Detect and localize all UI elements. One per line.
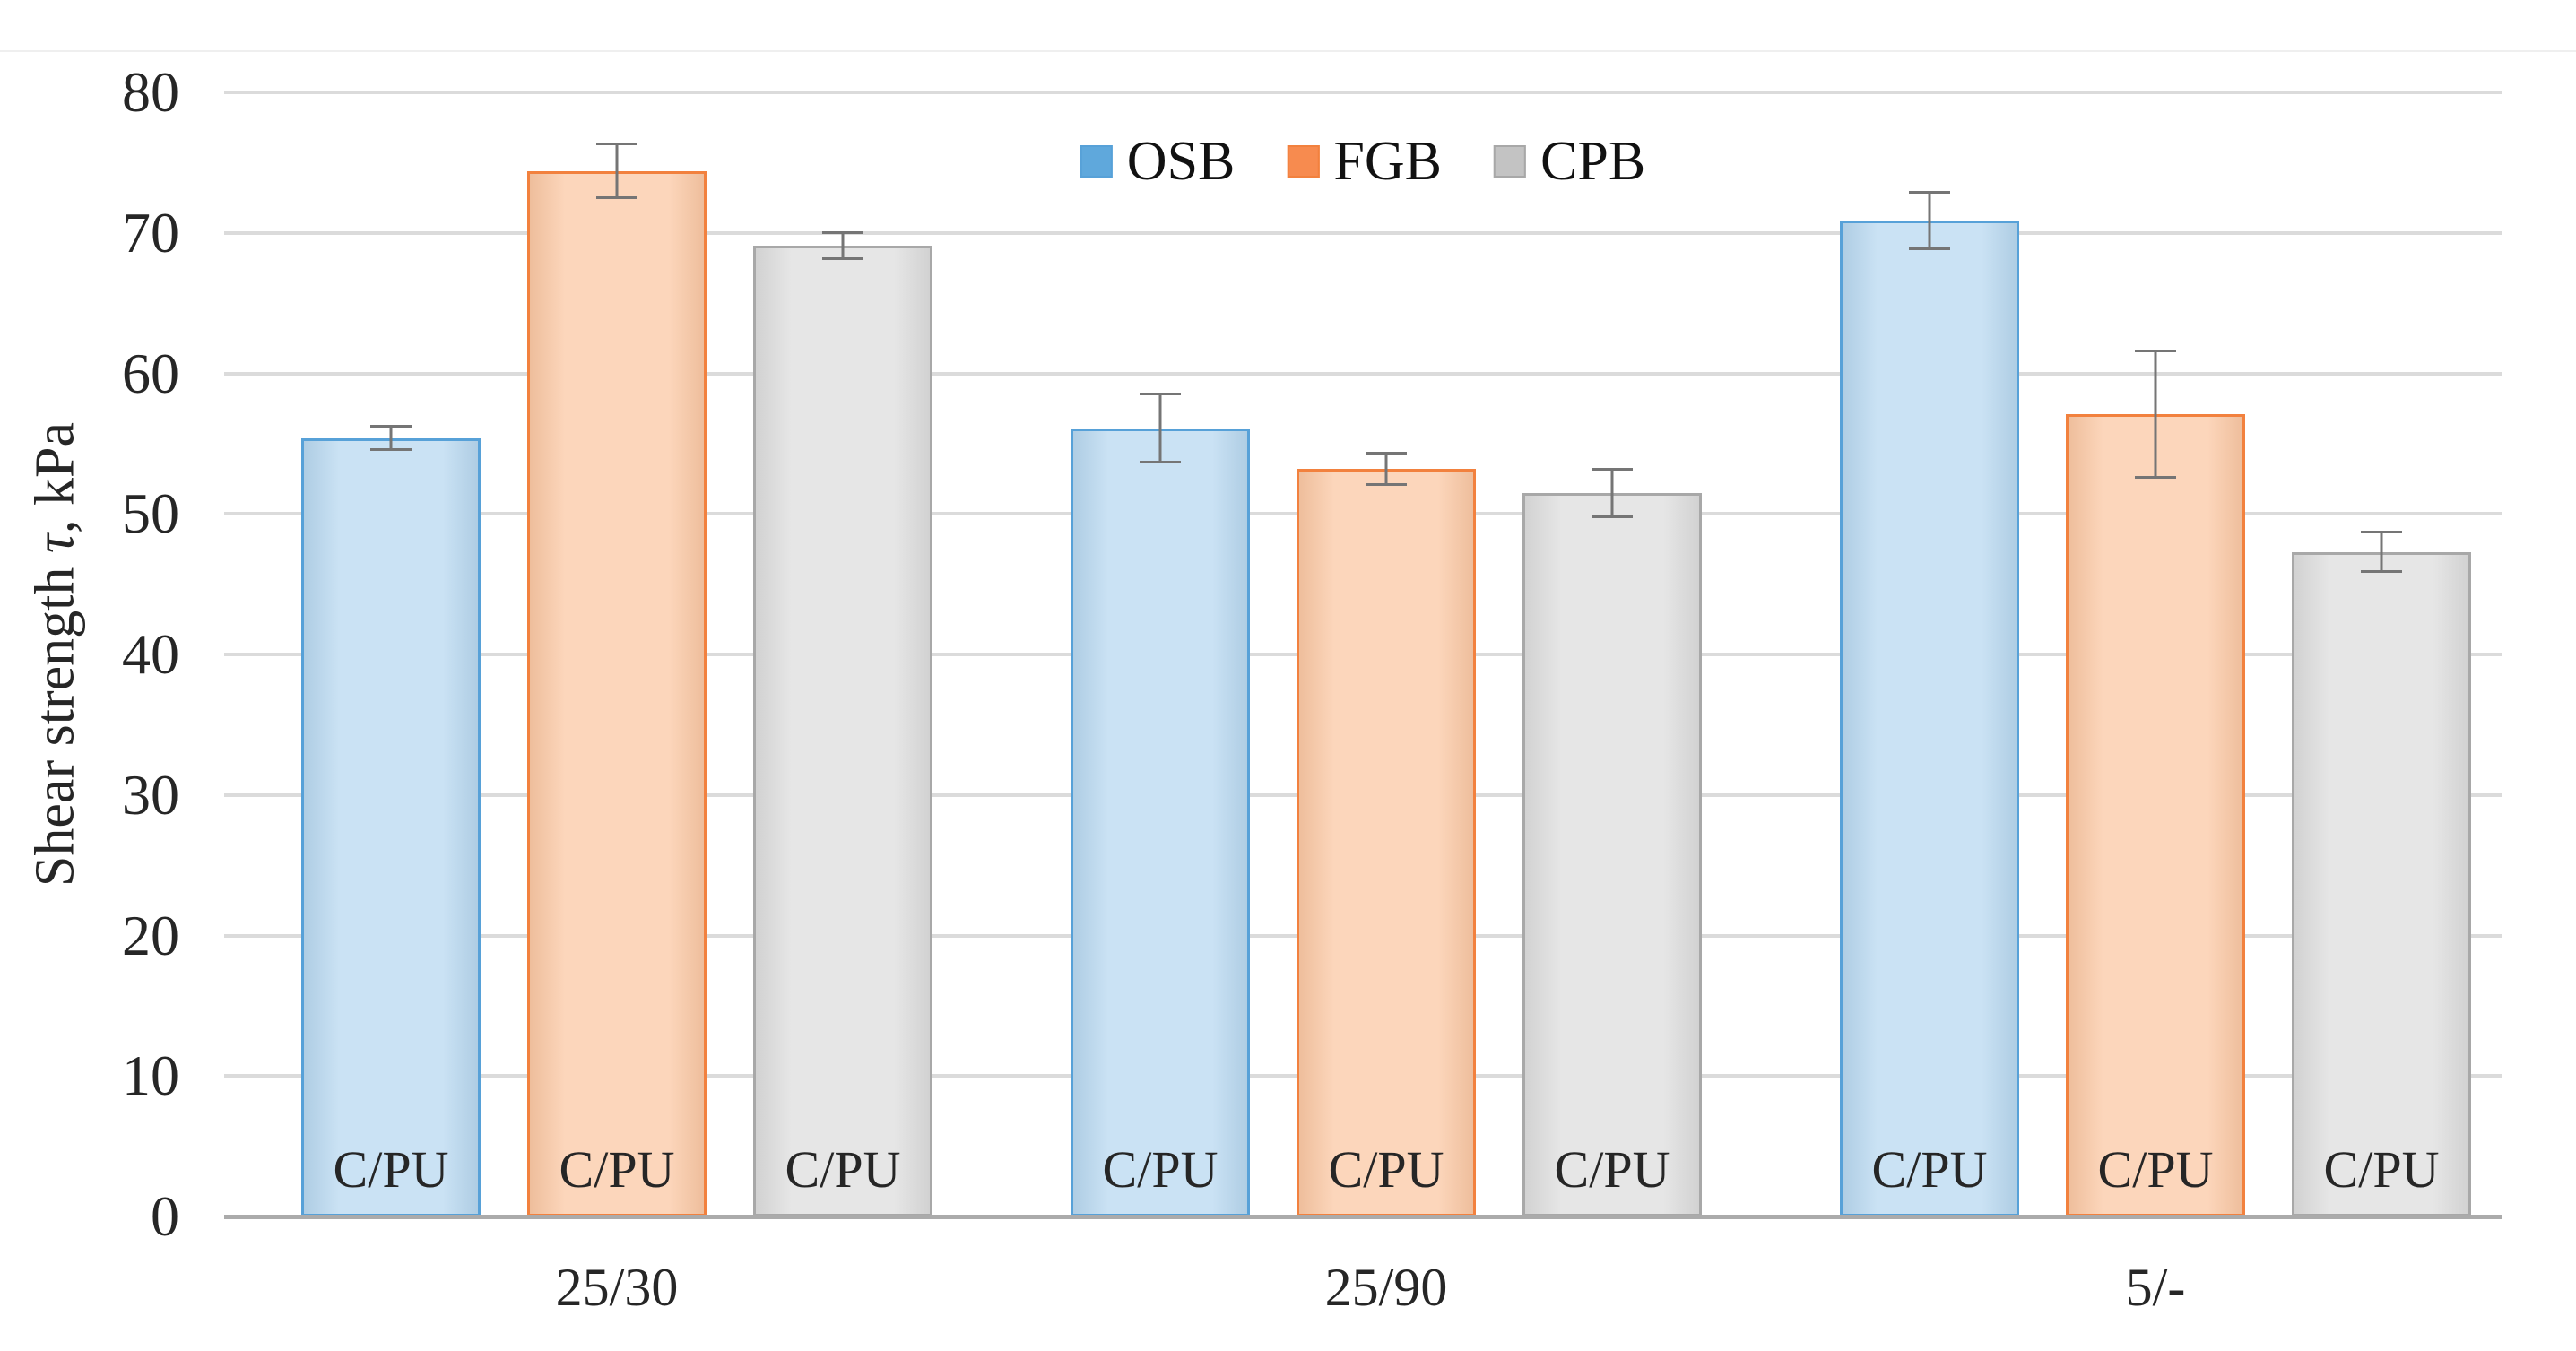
y-tick-label-0: 0 [151,1184,179,1248]
error-bar-cpb-group3 [2361,531,2402,574]
error-bar-bottom-cap-cpb-group3 [2361,570,2402,574]
y-tick-label-10: 10 [122,1044,179,1108]
error-bar-line-fgb-group2 [1384,452,1388,486]
bar-osb-group2: C/PU [1071,428,1250,1217]
legend-swatch-osb [1080,145,1113,178]
legend-swatch-fgb [1287,145,1320,178]
legend-label-fgb: FGB [1333,131,1443,192]
x-axis-label-group3: 5/- [2125,1258,2186,1317]
error-bar-top-cap-osb-group2 [1140,393,1181,396]
bar-label-cpb-group3: C/PU [2323,1139,2440,1199]
bar-fgb-group3: C/PU [2066,413,2245,1217]
bar-label-osb-group3: C/PU [1871,1139,1988,1199]
error-bar-bottom-cap-cpb-group1 [822,256,863,260]
y-tick-label-50: 50 [122,481,179,546]
legend-label-cpb: CPB [1540,131,1646,192]
bar-osb-group1: C/PU [301,437,481,1217]
error-bar-line-cpb-group1 [841,231,845,260]
error-bar-bottom-cap-osb-group1 [370,447,412,451]
error-bar-bottom-cap-fgb-group2 [1366,482,1407,486]
legend-label-osb: OSB [1126,131,1236,192]
bar-cpb-group2: C/PU [1522,492,1702,1217]
legend-item-cpb: CPB [1494,134,1645,189]
error-bar-line-fgb-group1 [615,143,619,200]
error-bar-bottom-cap-osb-group2 [1140,460,1181,463]
bar-label-osb-group2: C/PU [1102,1139,1219,1199]
error-bar-bottom-cap-cpb-group2 [1592,515,1633,518]
bar-fgb-group2: C/PU [1297,469,1476,1217]
error-bar-fgb-group1 [596,143,637,200]
error-bar-top-cap-fgb-group3 [2135,349,2176,352]
bar-fgb-group1: C/PU [527,170,707,1217]
gridline-60 [224,371,2502,376]
bar-label-fgb-group1: C/PU [559,1139,675,1199]
page-rule-line [0,50,2576,52]
y-tick-label-60: 60 [122,341,179,405]
error-bar-osb-group1 [370,425,412,451]
error-bar-cpb-group2 [1592,467,1633,518]
gridline-80 [224,91,2502,94]
error-bar-top-cap-fgb-group2 [1366,452,1407,455]
legend: OSB FGB CPB [1080,134,1645,189]
bar-label-cpb-group1: C/PU [785,1139,901,1199]
error-bar-line-fgb-group3 [2154,349,2157,480]
error-bar-bottom-cap-fgb-group1 [596,196,637,200]
error-bar-line-osb-group1 [389,425,393,451]
error-bar-bottom-cap-fgb-group3 [2135,476,2176,480]
error-bar-top-cap-osb-group1 [370,425,412,429]
error-bar-line-cpb-group2 [1610,467,1614,518]
error-bar-top-cap-fgb-group1 [596,143,637,146]
legend-swatch-cpb [1494,145,1527,178]
gridline-70 [224,230,2502,235]
error-bar-bottom-cap-osb-group3 [1909,247,1950,250]
y-tick-label-80: 80 [122,60,179,124]
error-bar-fgb-group3 [2135,349,2176,480]
error-bar-cpb-group1 [822,231,863,260]
x-axis-baseline [224,1214,2502,1219]
bar-osb-group3: C/PU [1840,220,2019,1217]
error-bar-line-osb-group2 [1158,393,1162,463]
error-bar-osb-group3 [1909,190,1950,250]
error-bar-top-cap-cpb-group3 [2361,531,2402,534]
error-bar-top-cap-cpb-group1 [822,231,863,235]
y-tick-label-20: 20 [122,903,179,967]
bar-label-fgb-group2: C/PU [1328,1139,1444,1199]
y-tick-label-70: 70 [122,200,179,264]
error-bar-top-cap-osb-group3 [1909,190,1950,194]
error-bar-line-osb-group3 [1928,190,1931,250]
legend-item-osb: OSB [1080,131,1236,192]
bar-label-osb-group1: C/PU [333,1139,449,1199]
legend-item-fgb: FGB [1287,134,1442,189]
bar-cpb-group1: C/PU [753,245,932,1217]
error-bar-line-cpb-group3 [2380,531,2383,574]
x-axis-label-group1: 25/30 [555,1258,679,1317]
error-bar-osb-group2 [1140,393,1181,463]
y-tick-label-40: 40 [122,622,179,686]
bar-cpb-group3: C/PU [2292,551,2471,1217]
bar-label-fgb-group3: C/PU [2097,1139,2214,1199]
y-tick-label-30: 30 [122,762,179,827]
x-axis-label-group2: 25/90 [1324,1258,1448,1317]
error-bar-top-cap-cpb-group2 [1592,467,1633,471]
bar-label-cpb-group2: C/PU [1554,1139,1670,1199]
error-bar-fgb-group2 [1366,452,1407,486]
